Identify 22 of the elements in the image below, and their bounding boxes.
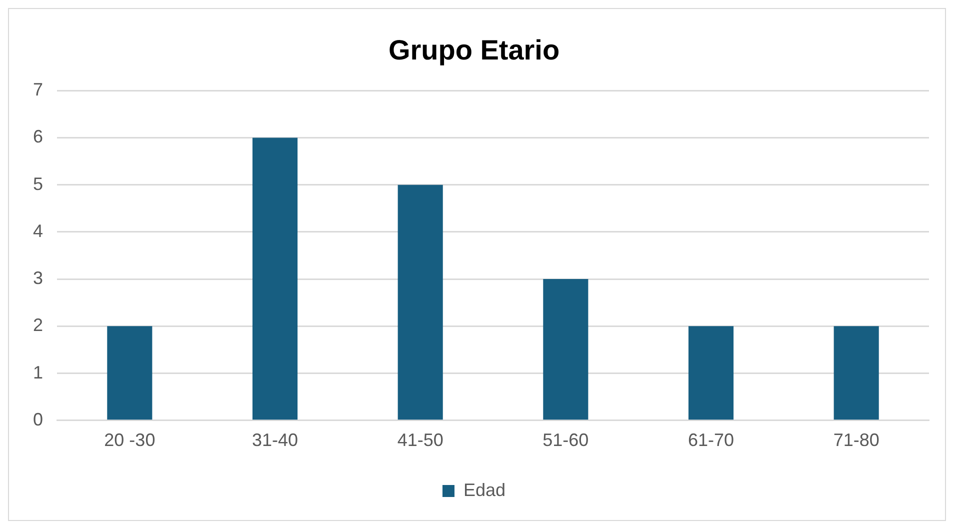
x-tick-label: 31-40 bbox=[252, 430, 298, 450]
bar bbox=[543, 279, 588, 420]
y-tick-label: 1 bbox=[32, 362, 44, 382]
y-tick-label: 6 bbox=[32, 126, 44, 147]
bar bbox=[834, 326, 879, 420]
chart-title: Grupo Etario bbox=[388, 34, 560, 66]
bar bbox=[688, 326, 734, 420]
bar bbox=[107, 326, 152, 420]
y-tick-label: 0 bbox=[32, 409, 44, 430]
y-tick-label: 7 bbox=[32, 80, 44, 100]
x-tick-label: 51-60 bbox=[542, 430, 589, 450]
legend-label: Edad bbox=[463, 480, 506, 500]
x-tick-label: 61-70 bbox=[688, 430, 734, 450]
bar bbox=[398, 184, 443, 420]
x-tick-label: 71-80 bbox=[833, 430, 880, 450]
y-tick-label: 5 bbox=[32, 174, 44, 194]
y-tick-label: 2 bbox=[32, 315, 44, 336]
y-tick-label: 4 bbox=[32, 220, 44, 241]
x-tick-label: 41-50 bbox=[397, 430, 444, 450]
bar bbox=[252, 138, 298, 420]
y-tick-label: 3 bbox=[32, 268, 44, 288]
x-tick-label: 20 -30 bbox=[104, 430, 156, 450]
